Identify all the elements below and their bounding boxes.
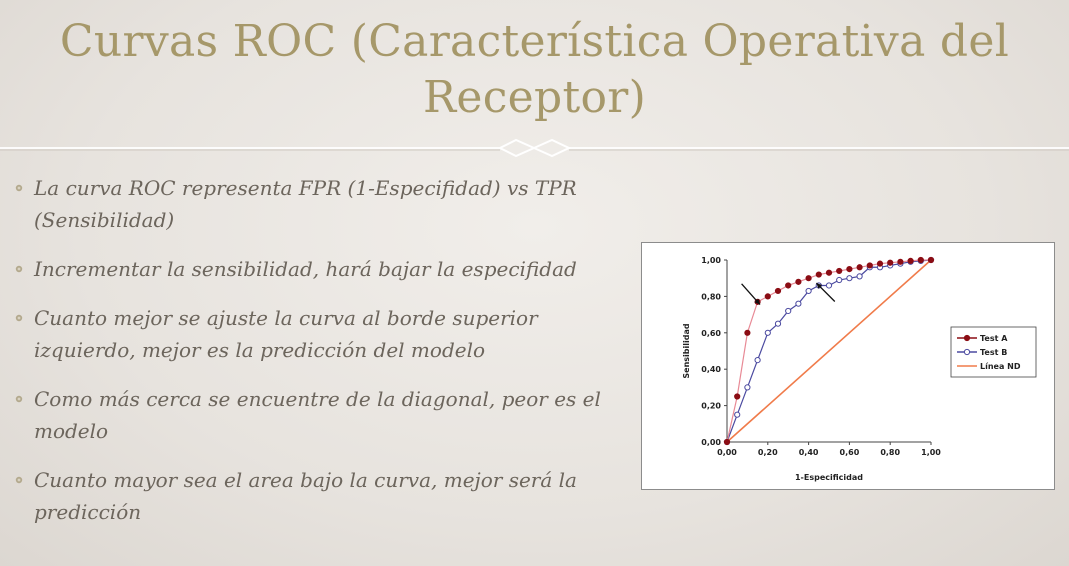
title-divider bbox=[0, 138, 1069, 158]
data-point-test-a bbox=[887, 259, 894, 266]
data-point-test-a bbox=[836, 267, 843, 275]
bullet-flower-icon bbox=[15, 265, 23, 273]
data-point-test-b bbox=[856, 273, 863, 280]
y-axis-label: Sensibilidad bbox=[682, 323, 691, 378]
data-point-test-a bbox=[846, 266, 853, 273]
data-point-test-a bbox=[876, 260, 884, 267]
legend-label-test-b: Test B bbox=[980, 348, 1007, 357]
data-point-test-a bbox=[774, 287, 782, 295]
data-point-test-b bbox=[805, 287, 812, 295]
legend-marker-test-b bbox=[963, 348, 971, 356]
bullet-item: Como más cerca se encuentre de la diagon… bbox=[12, 383, 632, 447]
bullet-text: Incrementar la sensibilidad, hará bajar … bbox=[34, 257, 577, 281]
data-point-test-a bbox=[723, 438, 731, 446]
data-point-test-a bbox=[734, 393, 741, 400]
data-point-test-a bbox=[856, 264, 863, 271]
data-point-test-b bbox=[836, 276, 843, 284]
bullet-text: Como más cerca se encuentre de la diagon… bbox=[34, 387, 601, 443]
data-point-test-a bbox=[744, 329, 751, 336]
bullet-flower-icon bbox=[15, 395, 23, 403]
data-point-test-a bbox=[907, 257, 914, 265]
x-tick-label: 0,40 bbox=[799, 448, 819, 457]
data-point-test-b bbox=[795, 300, 802, 307]
y-tick-label: 0,20 bbox=[701, 402, 721, 411]
annotation-arrow-head bbox=[816, 283, 823, 289]
bullet-flower-icon bbox=[15, 184, 23, 192]
data-point-test-b bbox=[754, 357, 761, 364]
data-point-test-b bbox=[785, 307, 792, 315]
roc-chart-panel: 0,00 0,20 0,40 0,60 0,80 1,00 0,00 0,20 0,40 0,60… bbox=[641, 242, 1055, 490]
data-point-test-b bbox=[744, 384, 751, 391]
bullet-text: Cuanto mayor sea el area bajo la curva, … bbox=[34, 468, 577, 524]
data-point-test-a bbox=[805, 275, 812, 282]
x-tick-label: 0,00 bbox=[717, 448, 737, 457]
x-tick-label: 0,20 bbox=[758, 448, 778, 457]
slide-title: Curvas ROC (Característica Operativa del… bbox=[59, 16, 1010, 123]
annotation-arrow bbox=[741, 283, 761, 305]
series-line-l-nea-nd bbox=[726, 259, 932, 443]
y-tick-label: 0,40 bbox=[701, 365, 721, 374]
y-tick-label: 0,80 bbox=[701, 292, 721, 301]
data-point-test-a bbox=[917, 256, 924, 264]
bullet-item: Incrementar la sensibilidad, hará bajar … bbox=[12, 253, 632, 285]
bullet-text: La curva ROC representa FPR (1-Especifid… bbox=[34, 176, 577, 232]
data-point-test-a bbox=[795, 278, 802, 285]
legend-marker-test-a bbox=[963, 334, 971, 342]
data-point-test-a bbox=[866, 262, 873, 269]
data-point-test-a bbox=[764, 293, 771, 300]
data-point-test-a bbox=[815, 271, 822, 278]
data-point-test-a bbox=[825, 269, 833, 276]
data-point-test-b bbox=[764, 329, 771, 336]
bullet-list: La curva ROC representa FPR (1-Especifid… bbox=[12, 172, 632, 545]
data-point-test-a bbox=[927, 256, 935, 264]
y-tick-label: 1,00 bbox=[701, 256, 721, 265]
x-tick-label: 0,60 bbox=[840, 448, 860, 457]
bullet-item: Cuanto mayor sea el area bajo la curva, … bbox=[12, 464, 632, 528]
x-tick-label: 1,00 bbox=[921, 448, 941, 457]
y-tick-label: 0,60 bbox=[701, 329, 721, 338]
annotation-arrow-head bbox=[754, 298, 760, 305]
bullet-item: Cuanto mejor se ajuste la curva al borde… bbox=[12, 302, 632, 366]
data-point-test-b bbox=[734, 411, 741, 418]
x-tick-label: 0,80 bbox=[880, 448, 900, 457]
legend-label-l-nea-nd: Línea ND bbox=[980, 362, 1021, 371]
data-point-test-b bbox=[846, 275, 853, 282]
data-point-test-b bbox=[774, 320, 782, 327]
y-tick-label: 0,00 bbox=[701, 438, 721, 447]
bullet-item: La curva ROC representa FPR (1-Especifid… bbox=[12, 172, 632, 236]
annotation-arrow bbox=[815, 282, 836, 302]
data-point-test-a bbox=[785, 282, 792, 289]
data-point-test-b bbox=[825, 282, 833, 289]
x-axis-label: 1-Especificidad bbox=[795, 473, 863, 482]
legend: Test A Test B Línea ND bbox=[950, 326, 1037, 378]
legend-label-test-a: Test A bbox=[980, 334, 1008, 343]
bullet-flower-icon bbox=[15, 314, 23, 322]
roc-chart: 0,00 0,20 0,40 0,60 0,80 1,00 0,00 0,20 0,40 0,60… bbox=[682, 256, 1037, 482]
data-point-test-a bbox=[897, 258, 904, 265]
bullet-flower-icon bbox=[15, 476, 23, 484]
bullet-text: Cuanto mejor se ajuste la curva al borde… bbox=[34, 306, 538, 362]
